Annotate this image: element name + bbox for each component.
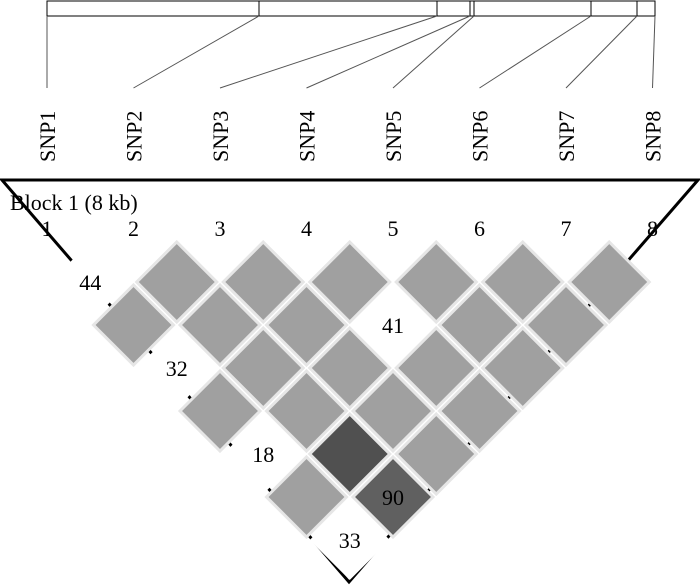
snp-label: SNP8 [641, 111, 666, 162]
ld-value: 33 [339, 528, 361, 553]
ld-cell [136, 328, 217, 408]
ld-cell [350, 454, 436, 540]
connector [565, 15, 638, 89]
ld-cell [567, 239, 652, 325]
column-number: 7 [561, 216, 572, 241]
connector [392, 15, 475, 89]
column-number: 4 [301, 216, 312, 241]
ld-cell [307, 411, 392, 497]
connector [652, 15, 656, 89]
connector [306, 15, 471, 89]
snp-label: SNP2 [122, 111, 147, 162]
ld-value: 44 [79, 270, 101, 295]
ld-value: 32 [166, 356, 188, 381]
snp-label: SNP1 [35, 111, 60, 162]
ld-cell [394, 325, 479, 411]
ld-cell [177, 282, 263, 368]
ld-cell [394, 239, 479, 325]
ld-cell [221, 325, 306, 411]
column-number: 3 [215, 216, 226, 241]
column-number: 1 [42, 216, 53, 241]
snp-label: SNP4 [295, 111, 320, 162]
ld-cell [264, 454, 349, 540]
connector [479, 15, 592, 89]
ld-cell [177, 368, 263, 454]
ld-cell [437, 368, 522, 454]
ld-cell [264, 368, 349, 454]
ld-cell [523, 282, 609, 368]
connector [133, 15, 260, 89]
ld-cell [394, 411, 479, 497]
snp-label: SNP6 [468, 111, 493, 162]
ld-value: 41 [382, 313, 404, 338]
ld-cell [221, 239, 306, 325]
ld-cell [223, 414, 304, 494]
ld-value: 90 [382, 485, 404, 510]
ld-cell [309, 500, 390, 580]
ld-cell [480, 239, 565, 325]
connector [219, 15, 438, 89]
ld-cell [307, 325, 392, 411]
ld-cell [437, 282, 522, 368]
position-bar [46, 0, 656, 17]
ld-cell [353, 285, 433, 365]
ld-cell [50, 242, 131, 322]
snp-label: SNP3 [208, 111, 233, 162]
column-number: 8 [647, 216, 658, 241]
snp-label: SNP7 [554, 111, 579, 162]
ld-cell [134, 239, 219, 325]
block-title: Block 1 (8 kb) [10, 190, 138, 215]
column-number: 5 [388, 216, 399, 241]
column-number: 6 [474, 216, 485, 241]
ld-cell [480, 325, 565, 411]
ld-cell [91, 282, 176, 368]
ld-cell [350, 368, 436, 454]
ld-cell [307, 239, 392, 325]
ld-cell [264, 282, 349, 368]
column-number: 2 [128, 216, 139, 241]
ld-value: 18 [252, 442, 274, 467]
snp-label: SNP5 [381, 111, 406, 162]
